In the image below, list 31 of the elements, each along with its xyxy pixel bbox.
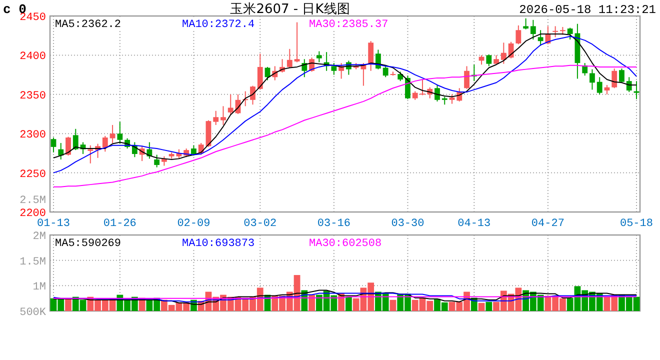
text: 2.5M xyxy=(20,195,46,207)
y-tick-label: 500K xyxy=(20,307,46,319)
y-tick-label: 2350 xyxy=(20,90,46,102)
x-tick-label: 04-13 xyxy=(458,218,491,230)
text: MA10:693873 xyxy=(182,238,255,250)
x-tick-label: 01-26 xyxy=(103,218,136,230)
text: MA10:2372.4 xyxy=(182,19,256,31)
y-tick-label: 2200 xyxy=(20,208,46,220)
y-tick-label: 2450 xyxy=(20,12,46,24)
text: MA30:602508 xyxy=(309,238,382,250)
text: MA5:2362.2 xyxy=(55,19,122,31)
y-tick-label: 2400 xyxy=(20,51,46,64)
chart-title: 玉米2607 - 日K线图 xyxy=(230,2,350,17)
y-tick-label: 2250 xyxy=(20,168,46,181)
x-tick-label: 04-27 xyxy=(531,218,564,230)
y-tick-label: 2300 xyxy=(20,130,46,142)
y-tick-label: 1.5M xyxy=(20,256,46,268)
line-series xyxy=(53,64,637,188)
y-tick-label: 2M xyxy=(32,231,46,243)
x-tick-label: 02-09 xyxy=(177,218,210,230)
y-tick-label: 1M xyxy=(32,282,46,294)
text: MA5:590269 xyxy=(55,238,122,250)
text: MA30:2385.37 xyxy=(309,19,388,31)
x-tick-label: 01-13 xyxy=(36,218,70,230)
x-tick-label: 05-18 xyxy=(620,218,654,230)
x-tick-label: 03-16 xyxy=(317,218,350,230)
line-series xyxy=(53,292,637,302)
x-tick-label: 03-30 xyxy=(391,218,424,230)
x-tick-label: 03-02 xyxy=(244,218,277,230)
annotation: 2026-05-18 11:23:21 xyxy=(519,3,656,17)
line-series xyxy=(53,290,637,305)
